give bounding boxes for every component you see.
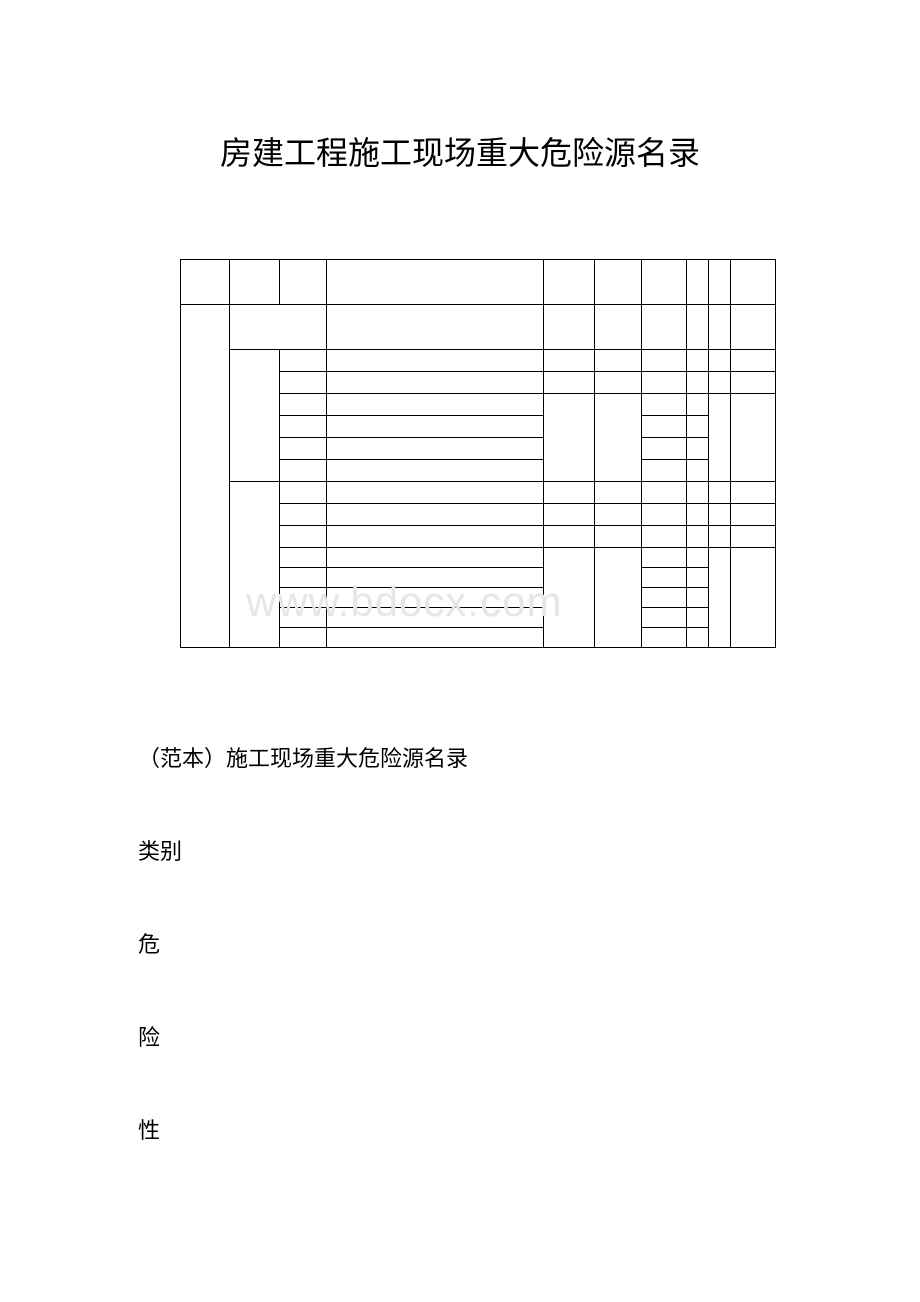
subtitle-text: （范本）施工现场重大危险源名录 (138, 748, 920, 770)
label-xing: 性 (138, 1120, 920, 1142)
label-wei: 危 (138, 934, 920, 956)
document-title: 房建工程施工现场重大危险源名录 (0, 0, 920, 259)
table-row (181, 305, 776, 350)
body-text: （范本）施工现场重大危险源名录 类别 危 险 性 (138, 748, 920, 1142)
form-table-container (180, 259, 776, 648)
form-table (180, 259, 776, 648)
label-xian: 险 (138, 1027, 920, 1049)
label-category: 类别 (138, 841, 920, 863)
table-row (181, 482, 776, 504)
table-row (181, 260, 776, 305)
table-row (181, 350, 776, 372)
